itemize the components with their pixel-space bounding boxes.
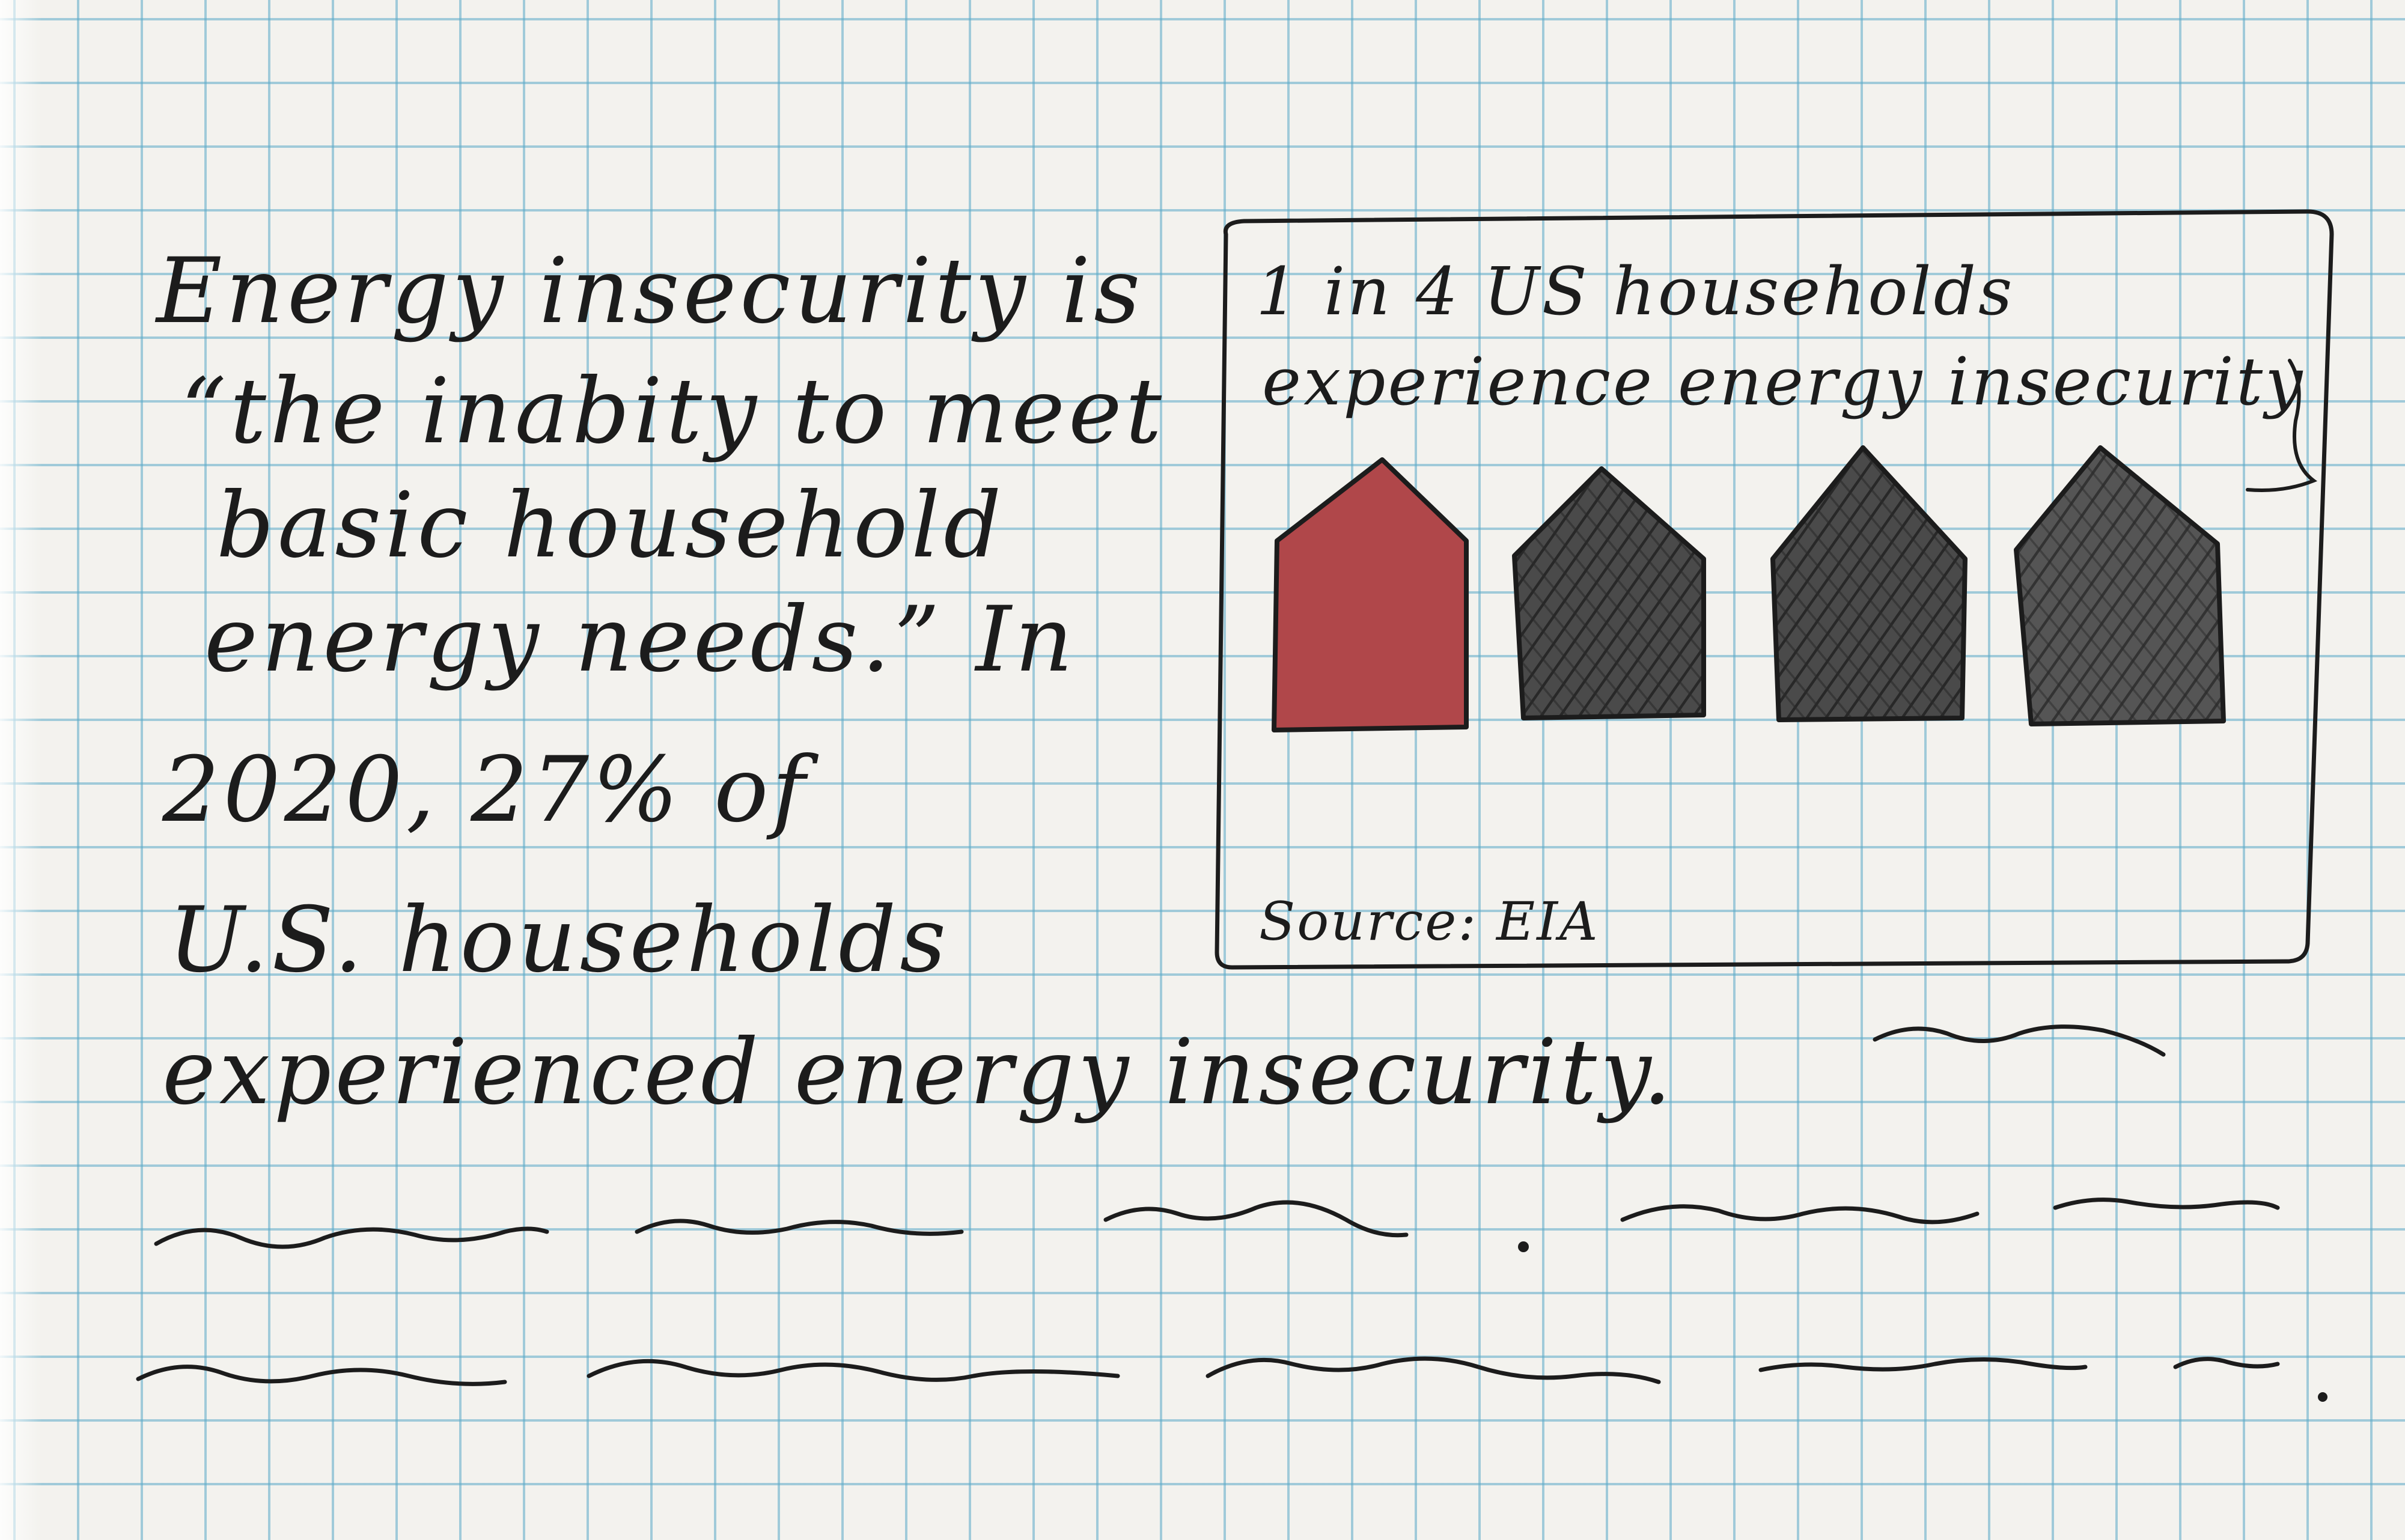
infographic-title-line-1: 1 in 4 US households [1256, 253, 2015, 330]
period-dot [2318, 1392, 2327, 1402]
paragraph-line-4: energy needs.” In [204, 588, 1077, 692]
paragraph-line-5: 2020, 27% of [162, 738, 809, 842]
house-icon-4 [2014, 445, 2226, 726]
squiggle-lines [136, 1024, 2280, 1386]
paragraph-line-3: basic household [216, 473, 1005, 578]
period-dot [1518, 1241, 1529, 1252]
paragraph-line-1: Energy insecurity is [156, 239, 1144, 344]
paragraph-line-2: “the inabity to meet [180, 359, 1166, 464]
infographic-source: Source: EIA [1259, 890, 1600, 952]
paragraph-line-7: experienced energy insecurity. [162, 1020, 1675, 1125]
paper-glare [0, 0, 42, 1540]
paragraph-line-6: U.S. households [168, 888, 950, 993]
house-icon-3 [1770, 445, 1968, 722]
house-icon-highlighted [1272, 457, 1469, 732]
house-icon-2 [1512, 466, 1706, 720]
infographic-title-line-2: experience energy insecurity [1262, 343, 2305, 420]
